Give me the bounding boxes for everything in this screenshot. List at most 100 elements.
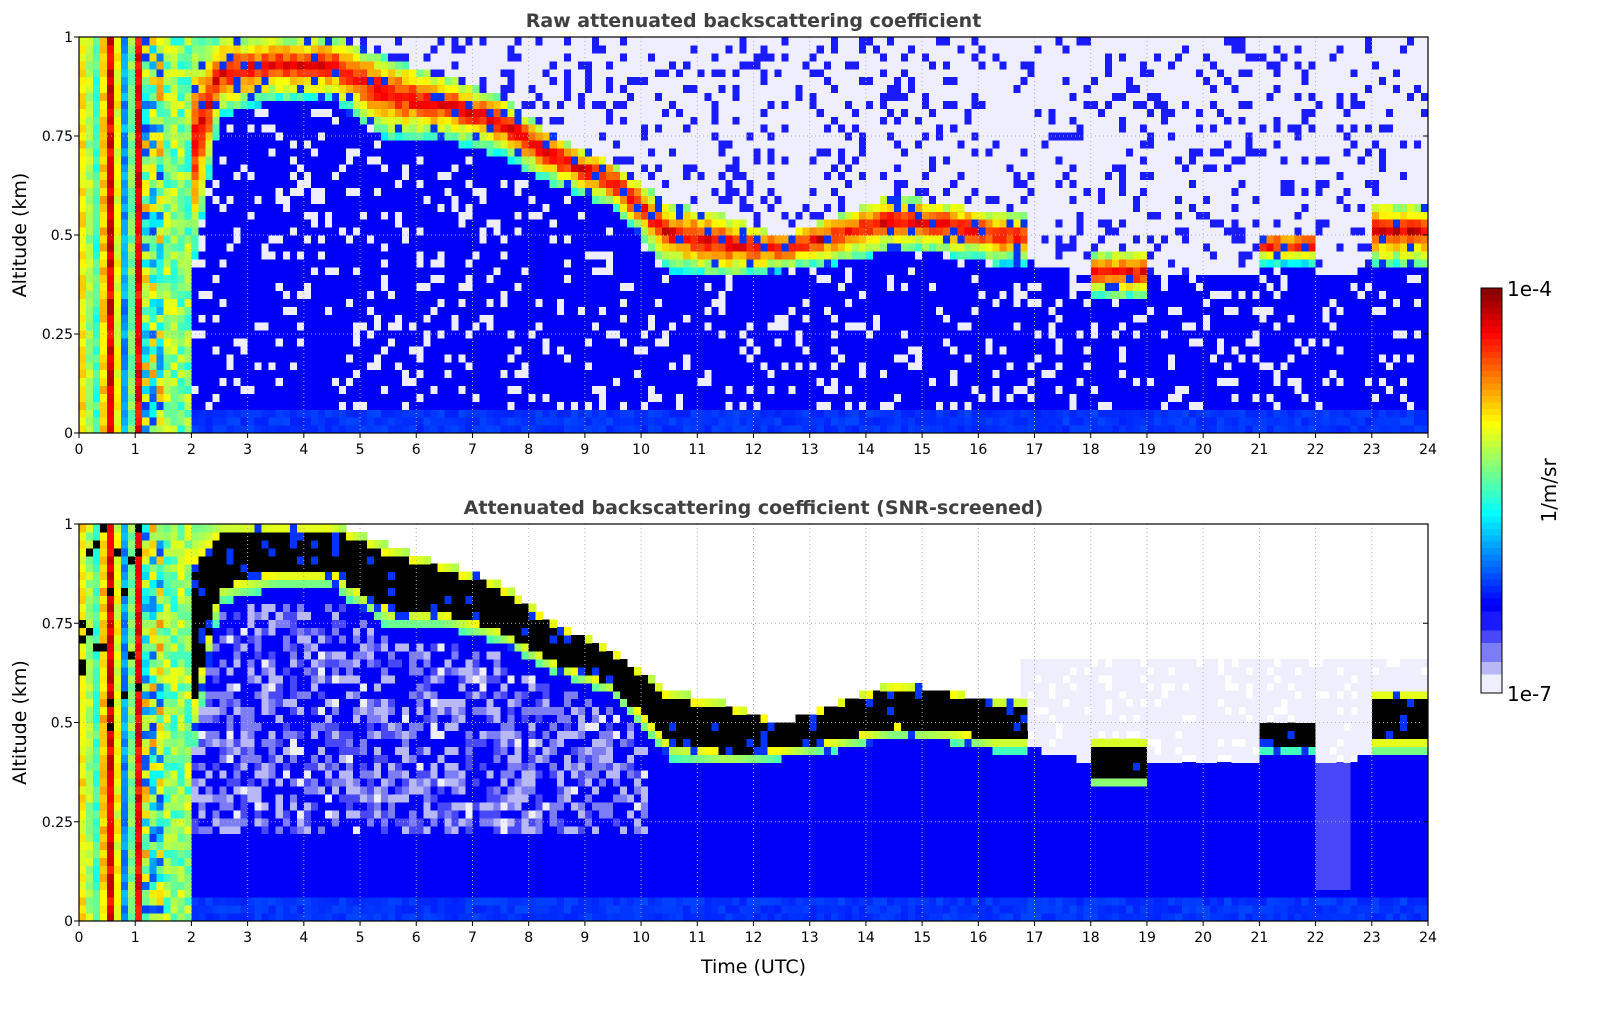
heatmap-cell (135, 124, 143, 133)
heatmap-cell (240, 258, 249, 268)
heatmap-cell (93, 425, 101, 434)
heatmap-cell (367, 171, 375, 181)
heatmap-cell (641, 409, 649, 418)
heatmap-cell (219, 140, 228, 149)
heatmap-cell (156, 132, 164, 141)
heatmap-cell (367, 116, 375, 125)
heatmap-cell (212, 361, 221, 371)
heatmap-cell (240, 60, 249, 70)
heatmap-cell (191, 322, 200, 331)
heatmap-cell (261, 179, 270, 189)
heatmap-cell (767, 401, 776, 410)
heatmap-cell (247, 100, 256, 109)
heatmap-cell (339, 401, 347, 410)
heatmap-cell (310, 84, 319, 94)
heatmap-cell (570, 417, 579, 426)
heatmap-cell (184, 385, 193, 395)
heatmap-cell (409, 353, 417, 363)
heatmap-cell (381, 298, 389, 307)
heatmap-cell (732, 322, 741, 331)
heatmap-cell (493, 330, 502, 339)
heatmap-cell (732, 361, 741, 371)
heatmap-cell (289, 235, 298, 244)
heatmap-cell (556, 409, 565, 418)
heatmap-cell (774, 227, 783, 236)
heatmap-cell (690, 306, 698, 315)
heatmap-cell (367, 322, 375, 331)
heatmap-cell (233, 52, 242, 62)
heatmap-cell (268, 68, 277, 78)
heatmap-cell (100, 298, 108, 307)
heatmap-cell (198, 140, 207, 149)
heatmap-cell (634, 84, 642, 94)
heatmap-cell (381, 290, 389, 299)
heatmap-cell (93, 385, 101, 395)
heatmap-cell (135, 266, 143, 276)
heatmap-cell (409, 250, 417, 260)
heatmap-cell (598, 52, 607, 62)
heatmap-cell (521, 282, 530, 292)
heatmap-cell (430, 211, 438, 220)
heatmap-cell (254, 235, 263, 244)
heatmap-cell (690, 132, 698, 141)
heatmap-cell (275, 345, 284, 355)
heatmap-cell (205, 100, 214, 109)
heatmap-cell (753, 147, 762, 157)
heatmap-cell (444, 274, 453, 284)
heatmap-cell (563, 322, 572, 331)
heatmap-cell (683, 314, 691, 323)
heatmap-cell (198, 322, 207, 331)
heatmap-cell (535, 84, 544, 94)
heatmap-cell (514, 195, 523, 204)
heatmap-cell (620, 187, 628, 197)
heatmap-cell (107, 76, 115, 86)
heatmap-cell (289, 393, 298, 402)
heatmap-cell (374, 235, 382, 244)
heatmap-cell (577, 68, 586, 78)
heatmap-cell (690, 330, 698, 339)
heatmap-cell (177, 369, 186, 379)
heatmap-cell (128, 211, 136, 220)
heatmap-cell (360, 211, 368, 220)
heatmap-cell (549, 140, 558, 149)
heatmap-cell (697, 108, 705, 117)
heatmap-cell (353, 147, 361, 157)
heatmap-cell (184, 242, 193, 252)
heatmap-cell (226, 140, 235, 149)
heatmap-cell (317, 409, 326, 418)
heatmap-cell (556, 385, 565, 395)
heatmap-cell (93, 393, 101, 402)
heatmap-cell (331, 377, 340, 387)
heatmap-cell (331, 322, 340, 331)
heatmap-cell (627, 345, 635, 355)
heatmap-cell (641, 258, 649, 268)
heatmap-cell (760, 385, 769, 395)
heatmap-cell (268, 132, 277, 141)
heatmap-cell (100, 258, 108, 268)
heatmap-cell (528, 92, 537, 101)
heatmap-cell (451, 195, 460, 204)
heatmap-cell (282, 76, 291, 86)
heatmap-cell (760, 108, 769, 117)
heatmap-cell (767, 290, 776, 299)
heatmap-cell (620, 235, 628, 244)
heatmap-cell (163, 155, 171, 165)
heatmap-cell (767, 235, 776, 244)
heatmap-cell (324, 227, 333, 236)
heatmap-cell (135, 377, 143, 387)
heatmap-cell (86, 76, 94, 86)
heatmap-cell (395, 60, 403, 70)
heatmap-cell (142, 314, 150, 323)
heatmap-cell (627, 385, 635, 395)
heatmap-cell (296, 345, 305, 355)
heatmap-cell (388, 211, 396, 220)
heatmap-cell (100, 60, 108, 70)
heatmap-cell (310, 187, 319, 197)
heatmap-cell (191, 298, 200, 307)
heatmap-cell (521, 116, 530, 125)
heatmap-cell (542, 155, 551, 165)
heatmap-cell (584, 100, 593, 109)
heatmap-cell (486, 203, 495, 212)
heatmap-cell (760, 242, 769, 252)
heatmap-cell (521, 68, 530, 78)
